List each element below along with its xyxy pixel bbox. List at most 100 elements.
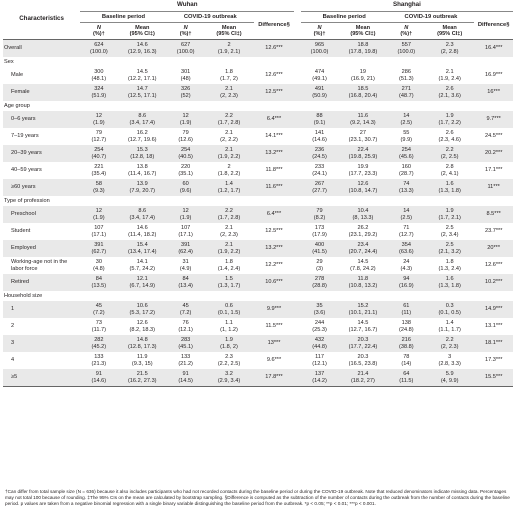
mean-sub: (95% CI‡)	[437, 31, 463, 37]
shanghai-covid-n-cell: 55 (9.9)	[400, 130, 413, 143]
shanghai-baseline-n-cell: 474 (49.1)	[312, 69, 327, 82]
shanghai-difference-cell: 9.7***	[474, 111, 513, 128]
section-label: Type of profession	[4, 197, 50, 204]
mean-sub: (95% CI‡)	[129, 31, 155, 37]
mean-label: Mean	[135, 24, 150, 31]
shanghai-difference-cell: 18.1***	[474, 335, 513, 352]
table-row: 0–6 years 12 (1.9) 8.6 (3.4, 17.4) 12 (1.9)…	[3, 111, 513, 128]
row-label: 20–39 years	[3, 145, 81, 162]
characteristics-header: Characteristics	[19, 15, 64, 23]
wuhan-difference-cell: 11.5***	[265, 323, 283, 330]
n-sub: (%)†	[313, 31, 326, 37]
shanghai-baseline-mean-cell: 23.4 (20.7, 24.4)	[338, 240, 388, 257]
column-gap	[294, 145, 301, 162]
wuhan-covid-n-cell: 326 (52)	[166, 84, 205, 101]
table-row: 1 45 (7.2) 10.6 (5.3, 17.2) 45 (7.2) 0.6 (0.…	[3, 301, 513, 318]
wuhan-baseline-mean-cell: 15.4 (13.4, 17.4)	[117, 240, 167, 257]
mean-header-wuhan-baseline: Mean (95% CI‡)	[118, 23, 167, 40]
wuhan-covid-header: COVID-19 outbreak	[166, 11, 254, 23]
wuhan-covid-n-cell: 12 (1.9)	[166, 206, 205, 223]
row-label: ≥5	[3, 369, 81, 387]
shanghai-baseline-mean-cell: 21.4 (18.2, 27)	[338, 369, 388, 387]
shanghai-baseline-mean-cell: 22.4 (19.8, 25.9)	[338, 145, 388, 162]
row-label: Female	[3, 84, 81, 101]
mean-header-shanghai-covid: Mean (95% CI‡)	[425, 23, 474, 40]
wuhan-baseline-n-cell: 12 (1.9)	[80, 111, 118, 128]
wuhan-difference-cell: 12.6***	[253, 39, 295, 57]
n-label: N	[96, 24, 101, 31]
shanghai-covid-mean-cell: 5.9 (4, 9.9)	[425, 369, 475, 387]
shanghai-baseline-n-cell: 29 (3)	[316, 259, 323, 272]
wuhan-baseline-mean-cell: 21.5 (16.2, 27.3)	[117, 369, 167, 387]
column-gap	[294, 111, 301, 128]
shanghai-difference-header: Difference§	[477, 22, 510, 29]
column-gap	[294, 84, 301, 101]
wuhan-covid-mean-cell: 2.1 (2, 2.2)	[220, 130, 238, 143]
wuhan-baseline-n-cell: 45 (7.2)	[80, 301, 118, 318]
row-label: Working-age not in the labor force	[11, 259, 68, 272]
wuhan-baseline-mean-cell: 14.8 (12.8, 17.3)	[117, 335, 167, 352]
wuhan-covid-mean-cell: 1.5 (1.3, 1.7)	[204, 274, 254, 291]
row-label: 1	[3, 301, 81, 318]
wuhan-covid-n-cell: 107 (17.1)	[178, 225, 193, 238]
row-label: Employed	[3, 240, 81, 257]
wuhan-covid-n-cell: 79 (12.6)	[178, 130, 193, 143]
shanghai-covid-mean-cell: 2.6 (2.1, 3.6)	[425, 84, 475, 101]
wuhan-baseline-mean-cell: 14.7 (12.5, 17.1)	[117, 84, 167, 101]
shanghai-difference-cell: 12.6***	[484, 262, 503, 269]
shanghai-difference-cell: 16.4***	[474, 39, 513, 57]
wuhan-covid-mean-cell: 2.1 (2, 2.3)	[204, 84, 254, 101]
wuhan-difference-cell: 12.5***	[265, 228, 283, 235]
wuhan-baseline-mean-cell: 13.8 (11.4, 16.7)	[128, 164, 157, 177]
shanghai-baseline-n-cell: 491 (50.9)	[300, 84, 339, 101]
shanghai-difference-cell: 16.9***	[484, 72, 503, 79]
row-label: 0–6 years	[3, 111, 81, 128]
table-footnote: †Can differ from total sample size (N = …	[5, 489, 510, 506]
wuhan-baseline-mean-cell: 14.6 (12.9, 16.3)	[117, 39, 167, 57]
wuhan-baseline-mean-cell: 12.6 (8.2, 18.3)	[129, 320, 156, 333]
section-label: Sex	[4, 58, 14, 65]
wuhan-difference-cell: 12.2***	[265, 262, 283, 269]
n-header-shanghai-covid: N (%)†	[388, 23, 425, 40]
wuhan-covid-mean-cell: 2 (1.9, 2.1)	[204, 39, 254, 57]
shanghai-covid-mean-cell: 2.6 (2.3, 4.6)	[438, 130, 461, 143]
shanghai-difference-cell: 20***	[474, 240, 513, 257]
table-row: ≥5 91 (14.6) 21.5 (16.2, 27.3) 91 (14.5) 3.2…	[3, 369, 513, 387]
shanghai-baseline-n-cell: 965 (100.0)	[300, 39, 339, 57]
shanghai-baseline-mean-cell: 26.2 (23.1, 29.2)	[348, 225, 378, 238]
wuhan-baseline-mean-cell: 14.1 (5.7, 24.2)	[129, 259, 156, 272]
shanghai-covid-n-cell: 254 (45.6)	[387, 145, 426, 162]
shanghai-covid-n-cell: 216 (38.8)	[387, 335, 426, 352]
column-gap	[294, 179, 301, 196]
wuhan-difference-cell: 9.9***	[253, 301, 295, 318]
wuhan-covid-n-cell: 31 (4.9)	[179, 259, 192, 272]
shanghai-baseline-n-cell: 236 (24.5)	[300, 145, 339, 162]
shanghai-covid-n-cell: 61 (11)	[387, 301, 426, 318]
column-gap	[294, 206, 301, 223]
table-row: Preschool 12 (1.9) 8.6 (3.4, 17.4) 12 (1.9)…	[3, 206, 513, 223]
table-row: Working-age not in the labor force 30 (4.…	[3, 257, 513, 274]
wuhan-baseline-n-cell: 107 (17.1)	[91, 225, 107, 238]
shanghai-baseline-mean-cell: 11.6 (9.2, 14.3)	[338, 111, 388, 128]
column-gap	[294, 369, 301, 387]
shanghai-covid-mean-cell: 2.5 (2, 3.4)	[440, 225, 459, 238]
wuhan-covid-mean-cell: 1.8 (1.7, 2)	[220, 69, 238, 82]
table-row: Retired 84 (13.5) 12.1 (6.7, 14.9) 84 (13.4…	[3, 274, 513, 291]
shanghai-baseline-mean-cell: 18.5 (16.8, 20.4)	[338, 84, 388, 101]
shanghai-baseline-n-cell: 244 (25.3)	[312, 320, 327, 333]
shanghai-baseline-mean-cell: 14.5 (12.7, 16.7)	[348, 320, 378, 333]
shanghai-difference-cell: 8.5***	[474, 206, 513, 223]
n-sub: (%)†	[400, 31, 413, 37]
section-label: Household size	[4, 292, 43, 299]
shanghai-baseline-n-cell: 400 (41.5)	[300, 240, 339, 257]
wuhan-covid-mean-cell: 0.6 (0.1, 1.5)	[204, 301, 254, 318]
mean-sub: (95% CI‡)	[350, 31, 376, 37]
row-label: ≥60 years	[3, 179, 81, 196]
n-header-wuhan-baseline: N (%)†	[80, 23, 117, 40]
shanghai-covid-mean-cell: 1.6 (1.3, 1.8)	[425, 179, 475, 196]
wuhan-difference-cell: 12.5***	[253, 84, 295, 101]
column-gap	[294, 39, 301, 57]
wuhan-baseline-mean-cell: 11.9 (9.3, 15)	[131, 354, 153, 367]
shanghai-difference-cell: 23.7***	[484, 228, 503, 235]
row-label: Student	[11, 228, 31, 235]
